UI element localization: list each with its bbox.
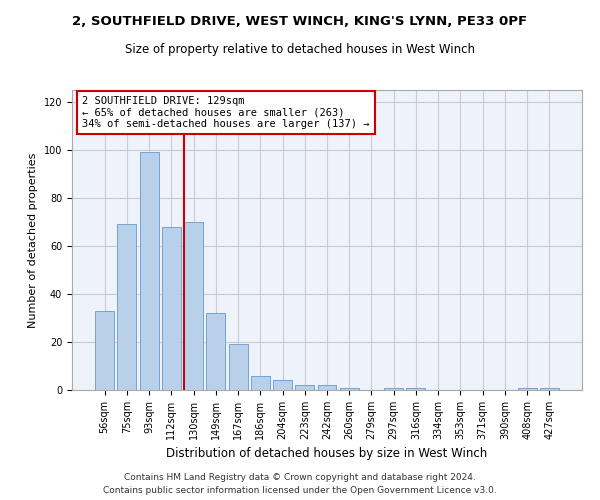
- Bar: [206, 313, 225, 390]
- X-axis label: Distribution of detached houses by size in West Winch: Distribution of detached houses by size …: [166, 448, 488, 460]
- Bar: [184, 222, 203, 390]
- Bar: [340, 388, 359, 390]
- Bar: [273, 380, 292, 390]
- Text: 2 SOUTHFIELD DRIVE: 129sqm
← 65% of detached houses are smaller (263)
34% of sem: 2 SOUTHFIELD DRIVE: 129sqm ← 65% of deta…: [82, 96, 370, 129]
- Bar: [162, 227, 181, 390]
- Bar: [384, 388, 403, 390]
- Bar: [229, 344, 248, 390]
- Bar: [95, 311, 114, 390]
- Y-axis label: Number of detached properties: Number of detached properties: [28, 152, 38, 328]
- Bar: [518, 388, 536, 390]
- Text: Size of property relative to detached houses in West Winch: Size of property relative to detached ho…: [125, 42, 475, 56]
- Text: Contains HM Land Registry data © Crown copyright and database right 2024.
Contai: Contains HM Land Registry data © Crown c…: [103, 473, 497, 495]
- Bar: [317, 385, 337, 390]
- Bar: [140, 152, 158, 390]
- Bar: [251, 376, 270, 390]
- Bar: [540, 388, 559, 390]
- Bar: [406, 388, 425, 390]
- Bar: [295, 385, 314, 390]
- Text: 2, SOUTHFIELD DRIVE, WEST WINCH, KING'S LYNN, PE33 0PF: 2, SOUTHFIELD DRIVE, WEST WINCH, KING'S …: [73, 15, 527, 28]
- Bar: [118, 224, 136, 390]
